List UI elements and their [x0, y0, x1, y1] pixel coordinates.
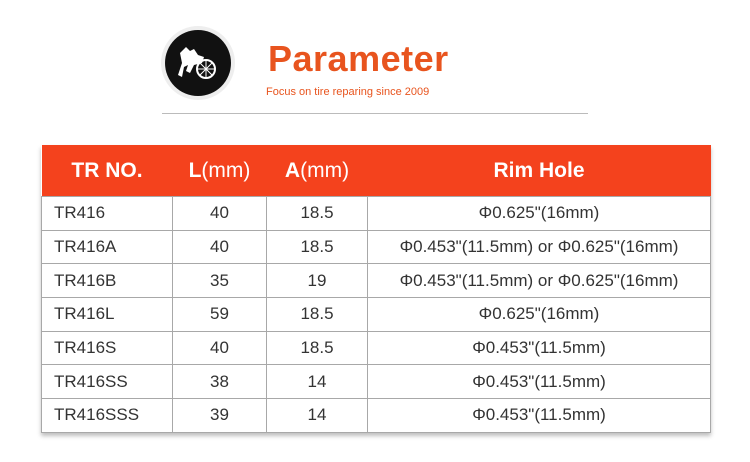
column-header: TR NO. [41, 145, 173, 197]
table-cell: TR416B [41, 263, 173, 299]
header-text: TR NO. [71, 158, 143, 182]
table-cell: 14 [266, 364, 368, 400]
table-row: TR416S 40 18.5 Φ0.453"(11.5mm) [41, 330, 711, 366]
table-cell: 38 [172, 364, 267, 400]
column-header: A(mm) [266, 145, 368, 197]
logo [161, 26, 235, 100]
table-row: TR416A 40 18.5 Φ0.453"(11.5mm) or Φ0.625"(1… [41, 229, 711, 265]
table-cell: 40 [172, 330, 267, 366]
table-cell: TR416SS [41, 364, 173, 400]
header-text: A [284, 158, 301, 182]
table-row: TR416B 35 19 Φ0.453"(11.5mm) or Φ0.625"(16m… [41, 263, 711, 299]
table-row: TR416SSS 39 14 Φ0.453"(11.5mm) [41, 398, 711, 433]
table-cell: 18.5 [266, 297, 368, 332]
header-text: Rim Hole [493, 158, 585, 182]
header-unit: (mm) [300, 158, 350, 182]
title: Parameter [268, 38, 449, 79]
table-row: TR416L 59 18.5 Φ0.625"(16mm) [41, 297, 711, 332]
header-row: TR NO. L(mm) A(mm) Rim Hole [41, 145, 711, 197]
header-unit: (mm) [201, 158, 251, 182]
header-text: L [188, 158, 202, 182]
table-cell: TR416S [41, 330, 173, 366]
table-cell: TR416A [41, 229, 173, 265]
table-cell: 14 [266, 398, 368, 433]
table-cell: 40 [172, 196, 267, 231]
table-cell: Φ0.453"(11.5mm) or Φ0.625"(16mm) [367, 263, 711, 299]
column-header: L(mm) [172, 145, 267, 197]
table-cell: 40 [172, 229, 267, 265]
table-row: TR416 40 18.5 Φ0.625"(16mm) [41, 196, 711, 231]
table-cell: 35 [172, 263, 267, 299]
table-row: TR416SS 38 14 Φ0.453"(11.5mm) [41, 364, 711, 400]
table-cell: TR416SSS [41, 398, 173, 433]
table-cell: 59 [172, 297, 267, 332]
table-cell: Φ0.453"(11.5mm) [367, 398, 711, 433]
table-cell: TR416L [41, 297, 173, 332]
divider [162, 113, 588, 114]
table-cell: 19 [266, 263, 368, 299]
table-cell: 18.5 [266, 229, 368, 265]
table-cell: 18.5 [266, 196, 368, 231]
table-cell: Φ0.453"(11.5mm) [367, 330, 711, 366]
table-cell: Φ0.453"(11.5mm) [367, 364, 711, 400]
column-header: Rim Hole [367, 145, 711, 197]
table-cell: Φ0.625"(16mm) [367, 196, 711, 231]
table-cell: TR416 [41, 196, 173, 231]
table-cell: 39 [172, 398, 267, 433]
table-cell: Φ0.453"(11.5mm) or Φ0.625"(16mm) [367, 229, 711, 265]
table-cell: 18.5 [266, 330, 368, 366]
subtitle: Focus on tire reparing since 2009 [266, 86, 430, 98]
table-cell: Φ0.625"(16mm) [367, 297, 711, 332]
parameter-table: TR NO. L(mm) A(mm) Rim Hole TR416 40 18.5 Φ0.6… [41, 145, 711, 433]
